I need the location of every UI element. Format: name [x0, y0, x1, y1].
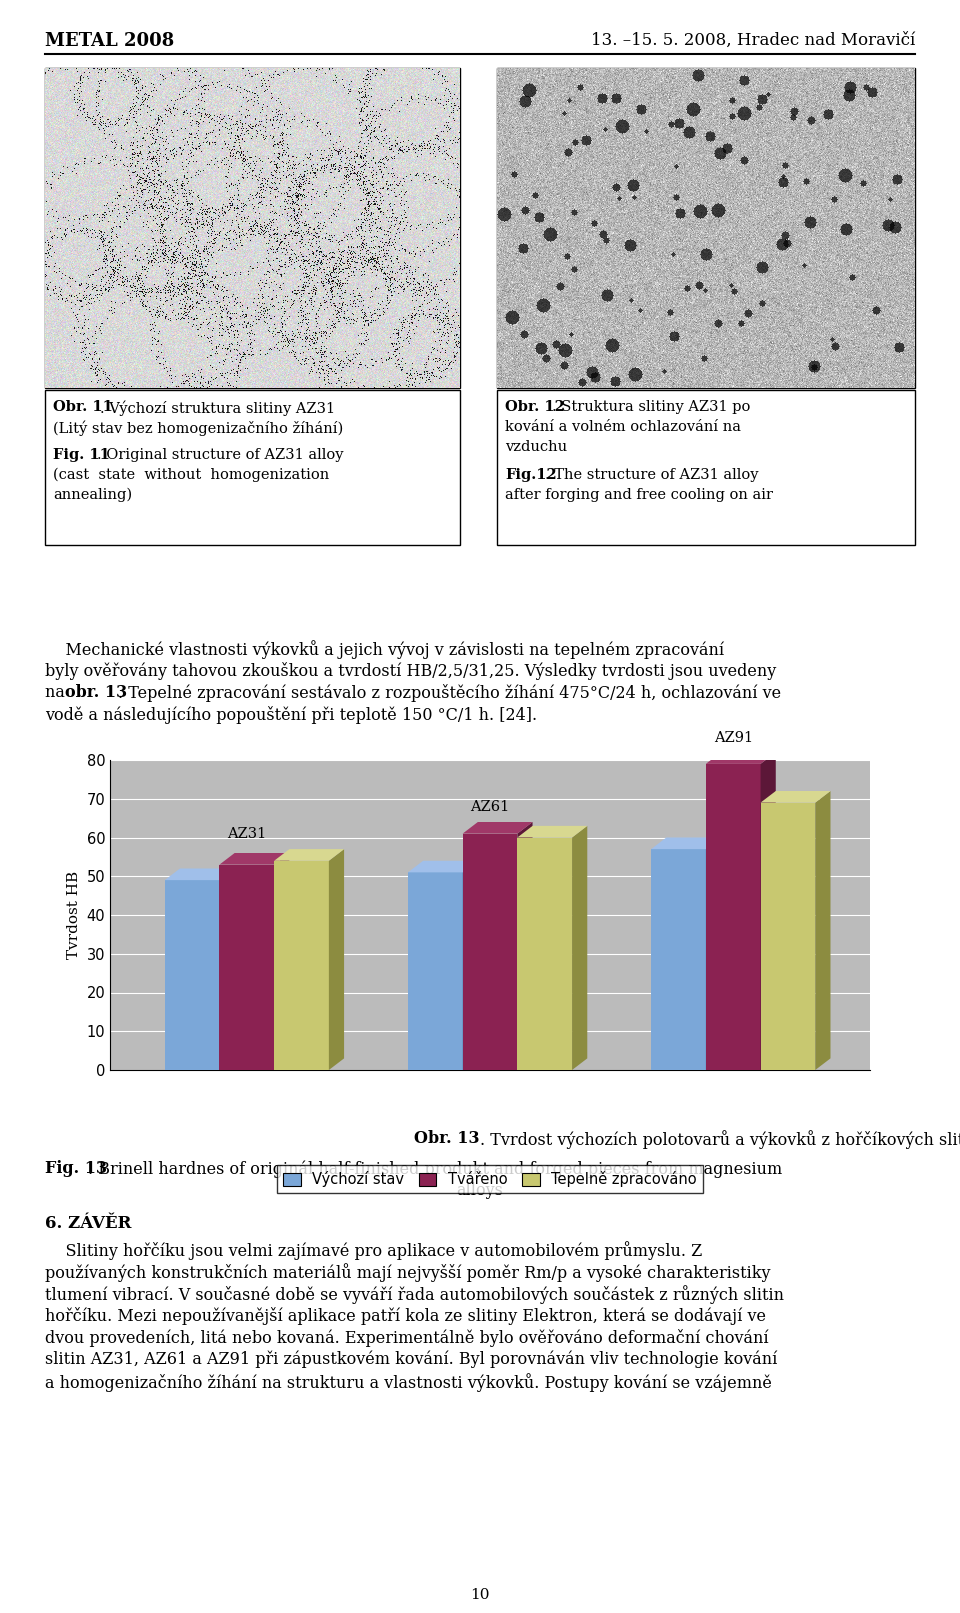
Polygon shape [760, 790, 830, 803]
Text: Mechanické vlastnosti výkovků a jejich vývoj v závislosti na tepelném zpracování: Mechanické vlastnosti výkovků a jejich v… [45, 640, 724, 658]
Polygon shape [275, 853, 289, 1069]
Text: . Struktura slitiny AZ31 po: . Struktura slitiny AZ31 po [552, 400, 751, 415]
Text: . Tepelné zpracování sestávalo z rozpouštěcího žíhání 475°C/24 h, ochlazování ve: . Tepelné zpracování sestávalo z rozpouš… [118, 684, 781, 702]
Text: . Výchozí struktura slitiny AZ31: . Výchozí struktura slitiny AZ31 [100, 400, 335, 416]
Text: AZ31: AZ31 [228, 827, 267, 842]
Text: 13. –15. 5. 2008, Hradec nad Moravičí: 13. –15. 5. 2008, Hradec nad Moravičí [590, 32, 915, 48]
Text: annealing): annealing) [53, 489, 132, 502]
Text: . Original structure of AZ31 alloy: . Original structure of AZ31 alloy [97, 448, 344, 461]
Text: alloys: alloys [457, 1182, 503, 1198]
Bar [220, 865, 275, 1069]
Polygon shape [760, 752, 776, 1069]
Polygon shape [517, 826, 588, 837]
Text: dvou provedeních, litá nebo kovaná. Experimentálně bylo ověřováno deformační cho: dvou provedeních, litá nebo kovaná. Expe… [45, 1329, 769, 1347]
Text: vzduchu: vzduchu [505, 440, 567, 453]
Text: 10: 10 [470, 1589, 490, 1602]
Text: a homogenizačního žíhání na strukturu a vlastnosti výkovků. Postupy kování se vz: a homogenizačního žíhání na strukturu a … [45, 1373, 772, 1392]
Bar [45, 68, 460, 389]
Text: vodě a následujícího popouštění při teplotě 150 °C/1 h. [24].: vodě a následujícího popouštění při tepl… [45, 706, 538, 724]
Text: používaných konstrukčních materiálů mají nejvyšší poměr Rm/p a vysoké charakteri: používaných konstrukčních materiálů mají… [45, 1263, 771, 1282]
Text: Fig. 13: Fig. 13 [45, 1160, 107, 1177]
Text: Fig. 11: Fig. 11 [53, 448, 109, 461]
Bar [408, 873, 463, 1069]
Text: slitin AZ31, AZ61 a AZ91 při zápustkovém kování. Byl porovnáván vliv technologie: slitin AZ31, AZ61 a AZ91 při zápustkovém… [45, 1352, 778, 1368]
Text: . Tvrdost výchozích polotovarů a výkovků z hořčíkových slitin: . Tvrdost výchozích polotovarů a výkovků… [480, 1131, 960, 1148]
Bar [497, 68, 915, 389]
Text: (Litý stav bez homogenizačního žíhání): (Litý stav bez homogenizačního žíhání) [53, 419, 344, 436]
Polygon shape [463, 823, 533, 834]
Text: hořčíku. Mezi nepoužívanější aplikace patří kola ze slitiny Elektron, která se d: hořčíku. Mezi nepoužívanější aplikace pa… [45, 1307, 766, 1324]
Bar [45, 390, 460, 545]
Bar [706, 765, 760, 1069]
Text: Slitiny hořčíku jsou velmi zajímavé pro aplikace v automobilovém průmyslu. Z: Slitiny hořčíku jsou velmi zajímavé pro … [45, 1240, 703, 1260]
Polygon shape [706, 752, 776, 765]
Text: Obr. 13: Obr. 13 [415, 1131, 480, 1147]
Bar [463, 834, 517, 1069]
Text: METAL 2008: METAL 2008 [45, 32, 175, 50]
Text: Obr. 12: Obr. 12 [505, 400, 564, 415]
Polygon shape [220, 853, 289, 865]
Polygon shape [329, 848, 344, 1069]
Bar [165, 881, 220, 1069]
Text: AZ61: AZ61 [470, 800, 510, 815]
Polygon shape [463, 861, 478, 1069]
Text: na: na [45, 684, 70, 702]
Polygon shape [220, 868, 234, 1069]
Polygon shape [572, 826, 588, 1069]
Text: byly ověřovány tahovou zkouškou a tvrdostí HB/2,5/31,25. Výsledky tvrdosti jsou : byly ověřovány tahovou zkouškou a tvrdos… [45, 661, 777, 681]
Text: Fig.12: Fig.12 [505, 468, 557, 482]
Text: AZ91: AZ91 [713, 731, 753, 745]
Y-axis label: Tvrdost HB: Tvrdost HB [67, 871, 81, 960]
Polygon shape [165, 868, 234, 881]
Polygon shape [275, 848, 344, 861]
Text: obr. 13: obr. 13 [65, 684, 127, 702]
Bar [275, 861, 329, 1069]
Polygon shape [517, 823, 533, 1069]
Polygon shape [651, 837, 721, 848]
Text: kování a volném ochlazování na: kování a volném ochlazování na [505, 419, 741, 434]
Text: . Brinell hardnes of originál half-finished produkt and forged pieces from magne: . Brinell hardnes of originál half-finis… [88, 1160, 782, 1177]
Polygon shape [815, 790, 830, 1069]
Bar [760, 803, 815, 1069]
Bar [497, 390, 915, 545]
Text: tlumení vibrací. V současné době se vyváří řada automobilových součástek z různý: tlumení vibrací. V současné době se vyvá… [45, 1286, 784, 1303]
Polygon shape [408, 861, 478, 873]
Bar [517, 837, 572, 1069]
Legend: Výchozí stav, Tvářeno, Tepelně zpracováno: Výchozí stav, Tvářeno, Tepelně zpracován… [277, 1165, 703, 1194]
Text: 6. ZÁVĚR: 6. ZÁVĚR [45, 1215, 132, 1232]
Text: after forging and free cooling on air: after forging and free cooling on air [505, 489, 773, 502]
Polygon shape [706, 837, 721, 1069]
Bar [651, 848, 706, 1069]
Text: (cast  state  without  homogenization: (cast state without homogenization [53, 468, 329, 482]
Text: Obr. 11: Obr. 11 [53, 400, 113, 415]
Text: . The structure of AZ31 alloy: . The structure of AZ31 alloy [545, 468, 758, 482]
